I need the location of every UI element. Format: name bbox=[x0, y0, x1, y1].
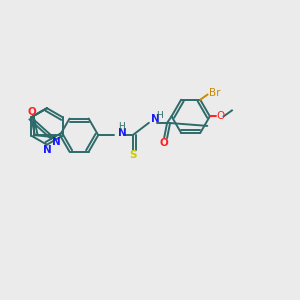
Text: S: S bbox=[129, 151, 136, 160]
Text: O: O bbox=[27, 107, 36, 117]
Text: H: H bbox=[156, 111, 163, 120]
Text: N: N bbox=[118, 128, 127, 138]
Text: O: O bbox=[216, 111, 225, 121]
Text: N: N bbox=[52, 137, 60, 147]
Text: H: H bbox=[118, 122, 125, 131]
Text: Br: Br bbox=[209, 88, 220, 98]
Text: O: O bbox=[159, 137, 168, 148]
Text: N: N bbox=[151, 114, 160, 124]
Text: N: N bbox=[43, 145, 51, 155]
